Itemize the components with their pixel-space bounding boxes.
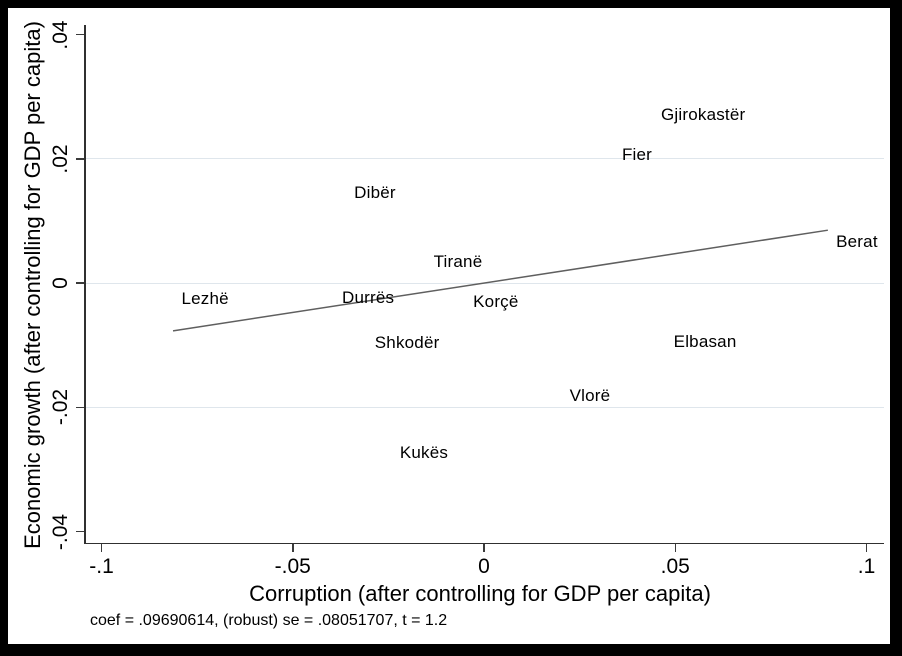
x-tick-mark — [483, 544, 485, 552]
data-point-label: Shkodër — [374, 333, 440, 353]
y-tick-label: 0 — [49, 277, 72, 289]
y-tick-label: -.04 — [49, 513, 72, 550]
regression-footnote: coef = .09690614, (robust) se = .0805170… — [90, 612, 448, 629]
regression-line — [172, 229, 828, 332]
data-point-label: Elbasan — [673, 332, 737, 352]
x-tick-label: 0 — [478, 555, 490, 578]
x-tick-mark — [100, 544, 103, 552]
data-point-label: Fier — [621, 145, 653, 165]
x-tick-mark — [292, 544, 294, 552]
y-tick-mark — [76, 282, 84, 284]
y-tick-mark — [76, 158, 84, 160]
y-gridline — [85, 158, 884, 160]
data-point-label: Kukës — [399, 443, 449, 463]
x-tick-label: .05 — [660, 555, 690, 578]
data-point-label: Vlorë — [569, 386, 611, 406]
x-axis-line — [84, 542, 884, 544]
x-axis-title: Corruption (after controlling for GDP pe… — [249, 581, 711, 606]
y-tick-mark — [76, 33, 84, 36]
y-tick-label: .04 — [49, 19, 72, 50]
x-tick-label: -.05 — [274, 555, 311, 578]
y-tick-label: .02 — [49, 144, 72, 174]
y-axis-title: Economic growth (after controlling for G… — [20, 21, 45, 549]
x-tick-mark — [865, 544, 868, 552]
data-point-label: Lezhë — [181, 289, 229, 309]
y-axis-line — [84, 25, 86, 544]
y-tick-mark — [76, 406, 84, 408]
x-tick-label: -.1 — [89, 555, 114, 578]
y-tick-mark — [76, 530, 84, 533]
data-point-label: Gjirokastër — [660, 105, 746, 125]
y-tick-label: -.02 — [49, 389, 72, 426]
data-point-label: Dibër — [354, 182, 396, 202]
data-point-label: Durrës — [341, 287, 395, 307]
y-gridline — [85, 406, 884, 408]
data-point-label: Korçë — [473, 292, 519, 312]
x-tick-mark — [674, 544, 676, 552]
data-point-label: Tiranë — [433, 251, 483, 271]
data-point-label: Berat — [836, 231, 878, 251]
plot-background — [8, 8, 890, 644]
x-tick-label: .1 — [857, 555, 876, 578]
